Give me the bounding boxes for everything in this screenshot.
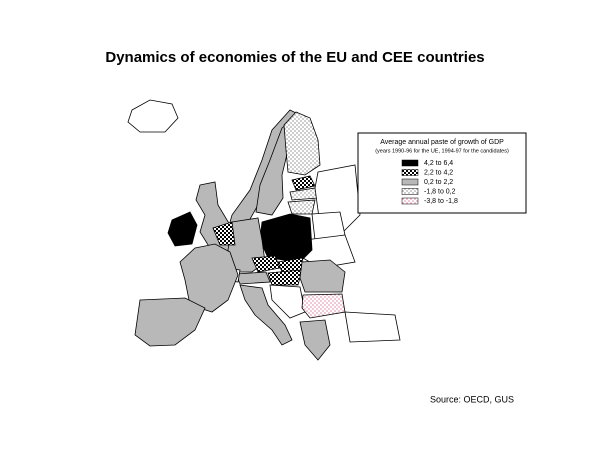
legend-swatch [401,188,419,195]
legend-label: -1,8 to 0,2 [424,188,456,195]
legend-swatch [401,159,419,167]
legend-box [357,132,527,214]
title: Dynamics of economies of the EU and CEE … [105,49,484,66]
legend-label: 0,2 to 2,2 [424,179,453,186]
source: Source: OECD, GUS [430,394,514,404]
legend-label: 2,2 to 4,2 [424,169,453,176]
legend-swatch [401,197,419,205]
legend: Average annual paste of growth of GDP (y… [357,132,527,214]
legend-swatch [401,169,419,176]
legend-title: Average annual paste of growth of GDP [380,139,504,146]
map [127,99,401,361]
legend-swatch [401,178,419,186]
legend-label: 4,2 to 6,4 [424,160,453,167]
legend-label: -3,8 to -1,8 [424,198,458,205]
legend-subtitle: (years 1990-96 for the UE, 1994-97 for t… [375,148,509,154]
